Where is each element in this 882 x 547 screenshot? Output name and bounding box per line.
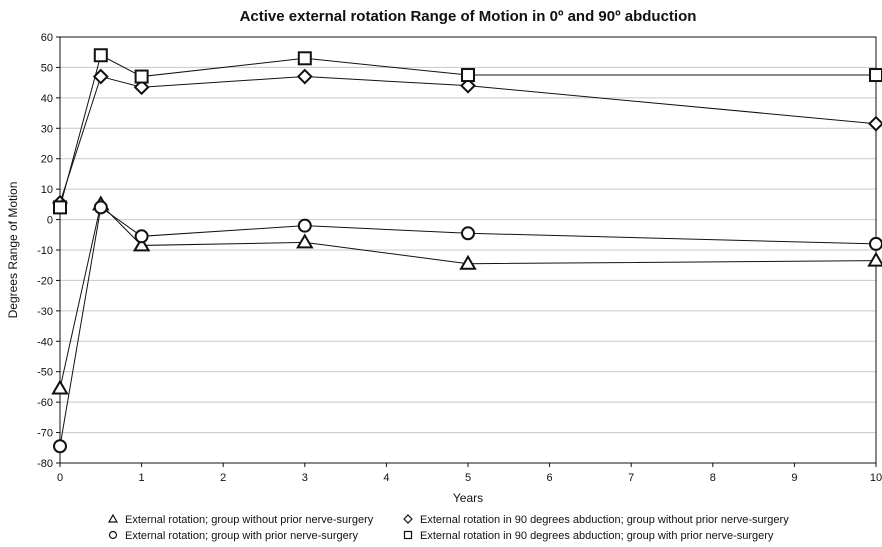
chart-title: Active external rotation Range of Motion…	[240, 8, 697, 25]
legend-label: External rotation; group with prior nerv…	[125, 530, 358, 542]
y-tick-label: -30	[37, 306, 53, 318]
data-point-square	[461, 68, 475, 83]
series-line	[59, 75, 877, 203]
x-tick-label: 7	[628, 472, 634, 484]
data-point-triangle	[867, 251, 882, 267]
data-point-square	[53, 200, 67, 215]
legend-item: External rotation in 90 degrees abductio…	[403, 514, 789, 526]
data-point-square	[297, 51, 312, 66]
x-tick-label: 9	[791, 472, 797, 484]
x-tick-label: 2	[220, 472, 226, 484]
x-tick-label: 0	[57, 472, 63, 484]
data-point-diamond	[92, 68, 109, 85]
y-tick-label: 0	[47, 215, 53, 227]
data-point-triangle	[132, 236, 151, 252]
data-point-square	[869, 68, 882, 83]
data-point-triangle	[296, 233, 314, 249]
y-tick-label: -60	[37, 397, 53, 409]
series-diamond	[52, 68, 882, 211]
series-line	[59, 203, 877, 389]
y-tick-label: -40	[37, 336, 53, 348]
data-point-diamond	[460, 77, 476, 94]
data-point-circle	[869, 236, 882, 251]
y-tick-label: -20	[37, 275, 53, 287]
series-layer	[51, 48, 882, 454]
x-tick-label: 8	[710, 472, 716, 484]
y-tick-label: 60	[41, 32, 53, 44]
series-square	[53, 48, 882, 215]
y-tick-label: 40	[41, 93, 53, 105]
legend-marker-diamond	[403, 514, 413, 524]
y-tick-label: -10	[37, 245, 53, 257]
data-point-diamond	[296, 68, 313, 85]
x-tick-label: 3	[302, 472, 308, 484]
data-point-circle	[53, 439, 67, 454]
y-tick-label: 30	[41, 123, 53, 135]
y-tick-label: -70	[37, 428, 53, 440]
data-point-circle	[93, 200, 108, 215]
legend-label: External rotation; group without prior n…	[125, 514, 374, 526]
data-point-triangle	[459, 254, 477, 270]
y-axis: 60 50 40 30 20 10 0 -10 -20 -30 -40 -50 -60 -70 -80	[37, 32, 60, 470]
y-tick-label: 50	[41, 62, 53, 74]
y-axis-label: Degrees Range of Motion	[6, 182, 20, 319]
x-tick-label: 6	[547, 472, 553, 484]
legend-label: External rotation in 90 degrees abductio…	[420, 530, 774, 542]
data-point-circle	[297, 218, 312, 233]
legend-marker-square	[403, 530, 413, 540]
legend-item: External rotation in 90 degrees abductio…	[403, 530, 774, 542]
legend-marker-triangle	[107, 513, 119, 523]
x-tick-label: 4	[383, 472, 389, 484]
data-point-circle	[461, 226, 475, 241]
data-point-triangle	[51, 379, 69, 395]
data-point-square	[134, 69, 149, 84]
series-line	[59, 206, 877, 447]
x-tick-label: 1	[139, 472, 145, 484]
legend: External rotation; group without prior n…	[107, 513, 789, 542]
legend-marker-circle	[108, 530, 118, 540]
data-point-square	[93, 48, 108, 63]
y-tick-label: 20	[41, 154, 53, 166]
data-point-diamond	[133, 79, 150, 96]
x-tick-label: 5	[465, 472, 471, 484]
grid-lines	[60, 66, 876, 434]
y-tick-label: -50	[37, 367, 53, 379]
x-axis: 0 1 2 3 4 5 6 7 8 9 10	[57, 463, 882, 484]
series-circle	[53, 200, 882, 454]
legend-label: External rotation in 90 degrees abductio…	[420, 514, 789, 526]
data-point-circle	[134, 229, 149, 244]
series-line	[59, 54, 876, 208]
x-axis-label: Years	[453, 491, 483, 505]
y-tick-label: 10	[41, 184, 53, 196]
y-tick-label: -80	[37, 458, 53, 470]
data-point-diamond	[868, 115, 882, 132]
legend-item: External rotation; group without prior n…	[107, 513, 374, 526]
x-tick-label: 10	[870, 472, 882, 484]
legend-item: External rotation; group with prior nerv…	[108, 530, 358, 542]
